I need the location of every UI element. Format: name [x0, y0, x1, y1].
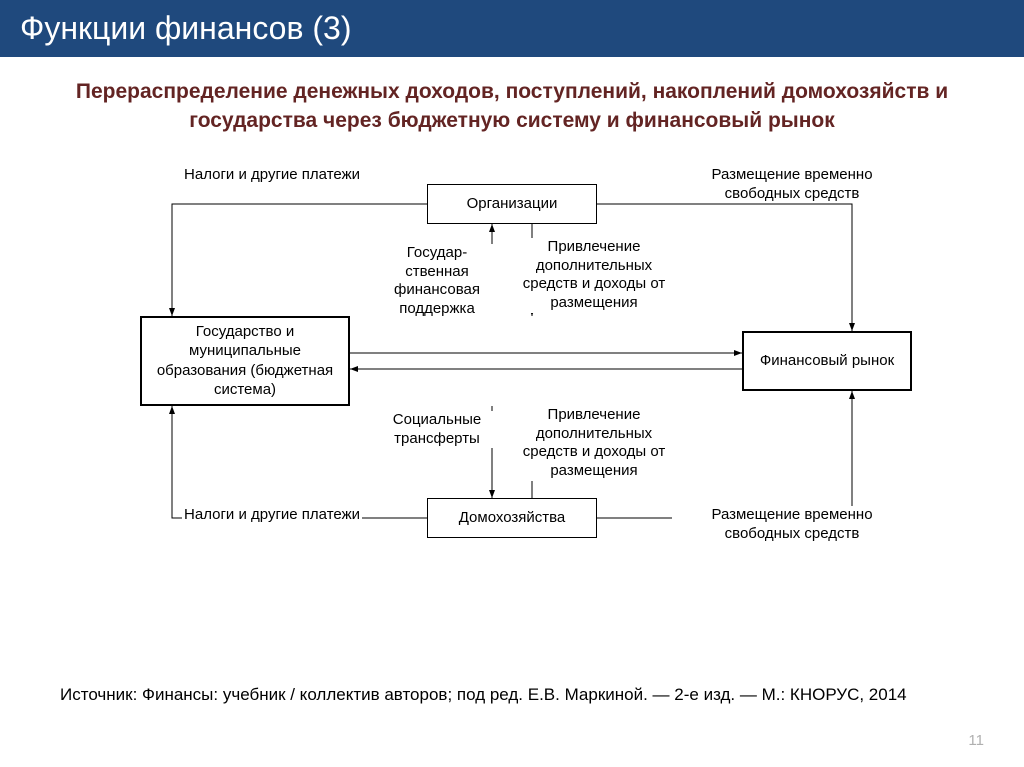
label-place-bottom: Размещение временно свободных средств — [672, 506, 912, 544]
label-taxes-bottom: Налоги и другие платежи — [182, 506, 362, 525]
label-social: Социальные трансферты — [378, 411, 496, 449]
node-state: Государство и муниципальные образования … — [140, 316, 350, 406]
node-label: Государство и муниципальные образования … — [148, 322, 342, 400]
node-label: Домохозяйства — [459, 508, 566, 528]
node-households: Домохозяйства — [427, 498, 597, 538]
label-attract-bottom: Привлечение дополнительных средств и дох… — [514, 406, 674, 481]
node-organizations: Организации — [427, 184, 597, 224]
slide-subtitle: Перераспределение денежных доходов, пост… — [60, 77, 964, 136]
label-taxes-top: Налоги и другие платежи — [182, 166, 362, 185]
page-number: 11 — [968, 732, 984, 749]
label-support: Государ-ственная финансовая поддержка — [378, 244, 496, 319]
label-attract-top: Привлечение дополнительных средств и дох… — [514, 238, 674, 313]
node-market: Финансовый рынок — [742, 331, 912, 391]
slide-title: Функции финансов (3) — [20, 10, 351, 46]
node-label: Финансовый рынок — [760, 351, 894, 371]
source-citation: Источник: Финансы: учебник / коллектив а… — [60, 683, 964, 707]
label-place-top: Размещение временно свободных средств — [672, 166, 912, 204]
slide-header: Функции финансов (3) — [0, 0, 1024, 57]
diagram-container: Организации Государство и муниципальные … — [62, 166, 962, 596]
node-label: Организации — [467, 194, 558, 214]
